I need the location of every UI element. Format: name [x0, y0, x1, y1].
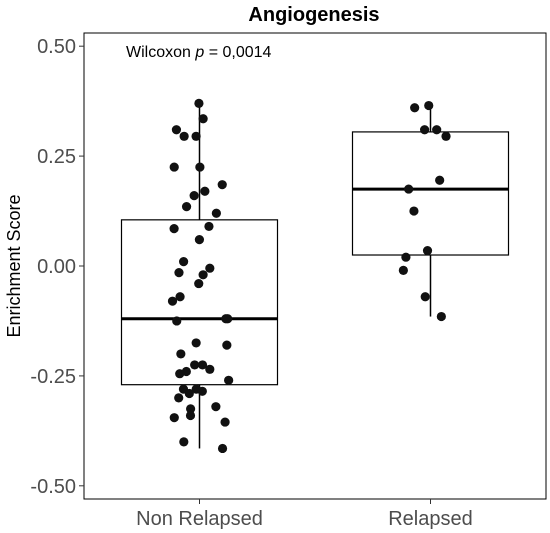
data-point	[204, 221, 214, 232]
y-tick-label: -0.50	[30, 476, 76, 498]
data-point	[200, 186, 210, 196]
y-axis-title: Enrichment Score	[4, 194, 24, 337]
data-point	[217, 180, 227, 190]
data-point	[205, 263, 215, 273]
data-point	[194, 235, 205, 245]
data-point	[222, 340, 232, 350]
y-tick-label: 0.25	[37, 146, 76, 168]
data-point	[174, 393, 184, 403]
data-point	[191, 131, 201, 141]
data-point	[174, 267, 184, 278]
data-point	[194, 278, 204, 289]
data-point	[175, 292, 185, 302]
data-point	[169, 413, 179, 423]
x-axis: Non Relapsed Relapsed	[136, 499, 473, 530]
data-point	[197, 386, 207, 396]
chart-title: Angiogenesis	[248, 4, 379, 26]
data-point	[169, 224, 179, 234]
y-axis: 0.50 0.25 0.00 -0.25 -0.50	[30, 36, 84, 498]
data-point	[190, 360, 200, 370]
data-point	[436, 311, 446, 322]
data-point	[404, 184, 414, 194]
data-point	[186, 404, 196, 414]
data-point	[198, 114, 208, 124]
data-point	[179, 257, 189, 267]
data-point	[205, 364, 215, 374]
y-tick-label: 0.00	[37, 256, 76, 278]
data-point	[424, 100, 434, 111]
x-tick-label: Non Relapsed	[136, 508, 263, 530]
data-point	[422, 246, 433, 256]
data-point	[185, 410, 196, 421]
data-point	[189, 191, 199, 201]
data-point	[184, 388, 194, 399]
data-point	[211, 402, 221, 412]
data-point	[409, 206, 419, 216]
data-point	[220, 417, 230, 427]
data-point	[172, 316, 182, 326]
wilcoxon-annotation: Wilcoxon p = 0,0014	[126, 44, 272, 61]
box-0	[120, 103, 279, 449]
data-point	[432, 125, 442, 135]
x-tick-label: Relapsed	[388, 508, 473, 530]
data-point	[223, 314, 233, 324]
data-point	[197, 360, 208, 370]
annotation-prefix: Wilcoxon	[126, 44, 195, 61]
data-point	[398, 265, 408, 275]
box-iqr	[351, 131, 510, 256]
data-point	[410, 103, 420, 113]
data-point	[176, 349, 186, 359]
point-layer	[167, 98, 451, 454]
data-point	[224, 375, 234, 385]
data-point	[194, 98, 204, 108]
box-layer	[120, 103, 510, 449]
data-point	[175, 369, 185, 379]
data-point	[179, 131, 189, 141]
data-point	[198, 270, 208, 280]
data-point	[181, 202, 192, 212]
data-point	[435, 175, 445, 185]
data-point	[420, 292, 430, 302]
y-tick-label: -0.25	[30, 366, 76, 388]
box-1	[351, 105, 510, 317]
data-point	[195, 162, 205, 172]
data-point	[171, 125, 182, 135]
annotation-value: = 0,0014	[204, 44, 271, 61]
box-iqr	[120, 219, 279, 386]
data-point	[179, 437, 189, 447]
y-tick-label: 0.50	[37, 36, 76, 58]
data-point	[217, 443, 228, 454]
data-point	[191, 338, 201, 348]
data-point	[441, 131, 451, 141]
data-point	[401, 252, 411, 262]
data-point	[420, 125, 430, 135]
data-point	[169, 162, 179, 172]
annotation-p-symbol: p	[194, 44, 204, 61]
data-point	[167, 296, 178, 306]
data-point	[211, 208, 221, 218]
